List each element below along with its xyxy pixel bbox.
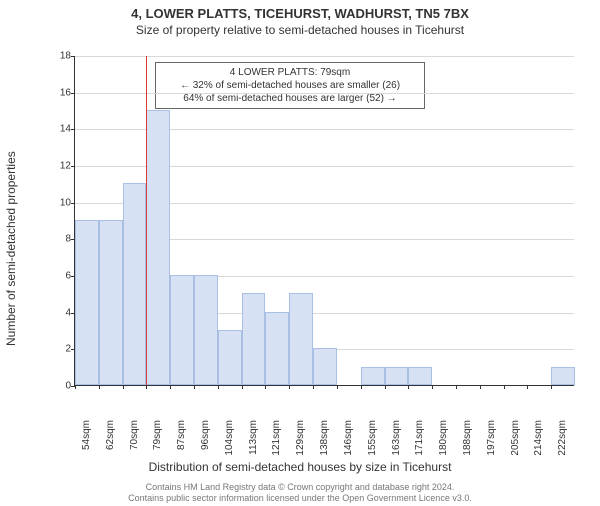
title-sub: Size of property relative to semi-detach… bbox=[0, 23, 600, 37]
footer-line1: Contains HM Land Registry data © Crown c… bbox=[0, 482, 600, 493]
x-tick-label: 155sqm bbox=[367, 420, 378, 460]
y-tick-mark bbox=[71, 166, 75, 167]
histogram-bar bbox=[361, 367, 385, 385]
plot-region: 4 LOWER PLATTS: 79sqm ← 32% of semi-deta… bbox=[74, 56, 574, 386]
y-tick-label: 6 bbox=[51, 271, 71, 282]
x-tick-label: 70sqm bbox=[129, 420, 140, 460]
x-tick-label: 205sqm bbox=[510, 420, 521, 460]
y-axis-label: Number of semi-detached properties bbox=[4, 151, 18, 346]
x-tick-label: 79sqm bbox=[152, 420, 163, 460]
x-tick-label: 121sqm bbox=[271, 420, 282, 460]
x-tick-mark bbox=[408, 385, 409, 389]
annotation-line2: ← 32% of semi-detached houses are smalle… bbox=[162, 79, 418, 92]
y-tick-label: 0 bbox=[51, 381, 71, 392]
x-tick-label: 104sqm bbox=[224, 420, 235, 460]
x-tick-mark bbox=[123, 385, 124, 389]
annotation-line1: 4 LOWER PLATTS: 79sqm bbox=[162, 66, 418, 79]
annotation-box: 4 LOWER PLATTS: 79sqm ← 32% of semi-deta… bbox=[155, 62, 425, 109]
histogram-bar bbox=[123, 183, 147, 385]
histogram-bar bbox=[289, 293, 313, 385]
y-tick-label: 2 bbox=[51, 344, 71, 355]
x-tick-label: 171sqm bbox=[414, 420, 425, 460]
y-tick-label: 12 bbox=[51, 161, 71, 172]
x-tick-mark bbox=[385, 385, 386, 389]
y-tick-label: 10 bbox=[51, 197, 71, 208]
x-tick-mark bbox=[432, 385, 433, 389]
x-tick-mark bbox=[289, 385, 290, 389]
x-tick-mark bbox=[456, 385, 457, 389]
histogram-bar bbox=[385, 367, 409, 385]
histogram-bar bbox=[146, 110, 170, 385]
x-tick-mark bbox=[527, 385, 528, 389]
x-tick-label: 188sqm bbox=[462, 420, 473, 460]
histogram-bar bbox=[218, 330, 242, 385]
annotation-line3: 64% of semi-detached houses are larger (… bbox=[162, 92, 418, 105]
histogram-bar bbox=[170, 275, 194, 385]
x-tick-mark bbox=[480, 385, 481, 389]
histogram-bar bbox=[242, 293, 266, 385]
histogram-bar bbox=[194, 275, 218, 385]
y-tick-label: 14 bbox=[51, 124, 71, 135]
y-tick-label: 18 bbox=[51, 51, 71, 62]
x-axis-label: Distribution of semi-detached houses by … bbox=[0, 460, 600, 474]
chart-area: 4 LOWER PLATTS: 79sqm ← 32% of semi-deta… bbox=[48, 50, 578, 438]
x-tick-label: 54sqm bbox=[81, 420, 92, 460]
x-tick-mark bbox=[218, 385, 219, 389]
y-tick-mark bbox=[71, 56, 75, 57]
x-tick-label: 163sqm bbox=[391, 420, 402, 460]
histogram-bar bbox=[265, 312, 289, 385]
x-tick-label: 96sqm bbox=[200, 420, 211, 460]
gridline-h bbox=[75, 93, 574, 94]
x-tick-label: 222sqm bbox=[557, 420, 568, 460]
histogram-bar bbox=[75, 220, 99, 385]
y-tick-label: 8 bbox=[51, 234, 71, 245]
histogram-bar bbox=[313, 348, 337, 385]
x-tick-mark bbox=[194, 385, 195, 389]
x-tick-mark bbox=[99, 385, 100, 389]
x-tick-label: 180sqm bbox=[438, 420, 449, 460]
x-tick-label: 87sqm bbox=[176, 420, 187, 460]
y-tick-label: 16 bbox=[51, 87, 71, 98]
y-tick-mark bbox=[71, 93, 75, 94]
x-tick-label: 214sqm bbox=[533, 420, 544, 460]
x-tick-mark bbox=[504, 385, 505, 389]
x-tick-label: 62sqm bbox=[105, 420, 116, 460]
histogram-bar bbox=[551, 367, 575, 385]
x-tick-label: 138sqm bbox=[319, 420, 330, 460]
footer: Contains HM Land Registry data © Crown c… bbox=[0, 482, 600, 504]
x-tick-label: 113sqm bbox=[248, 420, 259, 460]
footer-line2: Contains public sector information licen… bbox=[0, 493, 600, 504]
gridline-h bbox=[75, 56, 574, 57]
x-tick-mark bbox=[361, 385, 362, 389]
title-main: 4, LOWER PLATTS, TICEHURST, WADHURST, TN… bbox=[0, 6, 600, 21]
y-tick-label: 4 bbox=[51, 307, 71, 318]
x-tick-mark bbox=[313, 385, 314, 389]
x-tick-mark bbox=[242, 385, 243, 389]
x-tick-label: 197sqm bbox=[486, 420, 497, 460]
x-tick-label: 129sqm bbox=[295, 420, 306, 460]
x-tick-mark bbox=[265, 385, 266, 389]
y-tick-mark bbox=[71, 129, 75, 130]
x-tick-label: 146sqm bbox=[343, 420, 354, 460]
marker-line bbox=[146, 56, 147, 385]
histogram-bar bbox=[408, 367, 432, 385]
x-tick-mark bbox=[551, 385, 552, 389]
y-tick-mark bbox=[71, 203, 75, 204]
histogram-bar bbox=[99, 220, 123, 385]
x-tick-mark bbox=[170, 385, 171, 389]
x-tick-mark bbox=[146, 385, 147, 389]
x-tick-mark bbox=[75, 385, 76, 389]
x-tick-mark bbox=[337, 385, 338, 389]
